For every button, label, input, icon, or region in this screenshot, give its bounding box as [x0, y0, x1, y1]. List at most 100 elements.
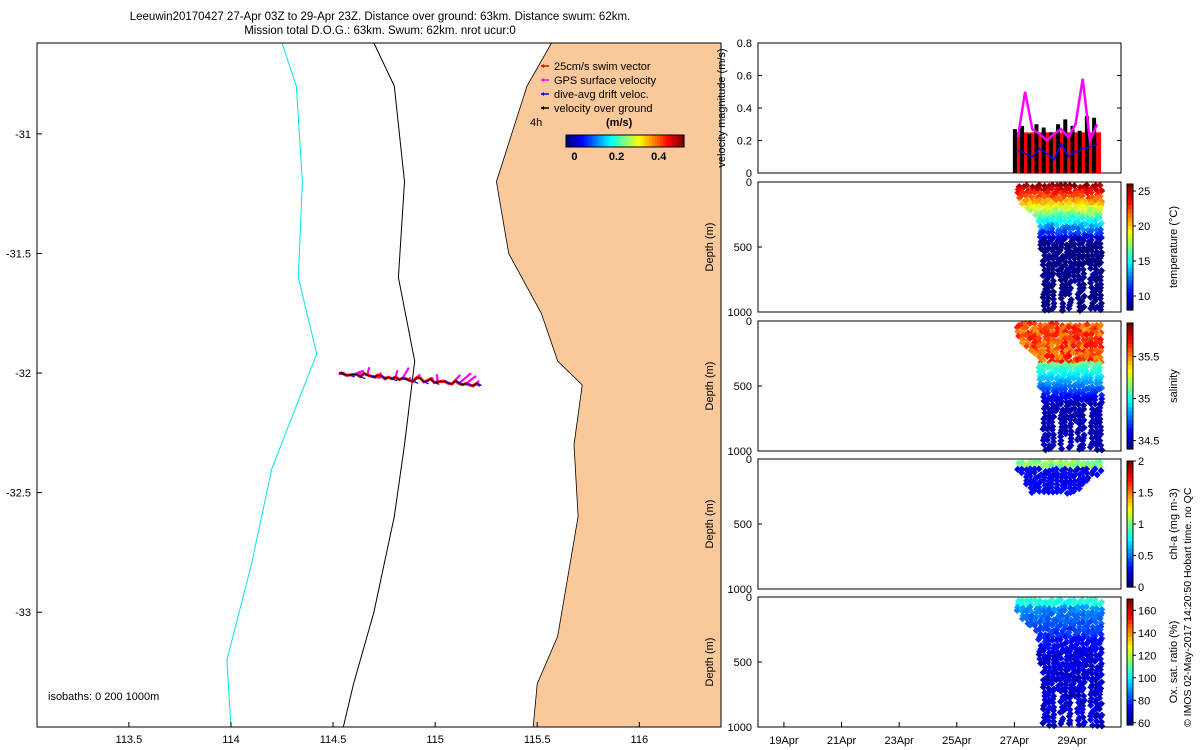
- section-point: [1086, 396, 1095, 404]
- colorbar-cell: [1127, 578, 1133, 584]
- section-point: [1036, 607, 1044, 615]
- section-point: [1091, 290, 1100, 298]
- ground-bar: [1034, 124, 1039, 173]
- section-point: [1044, 643, 1052, 652]
- section-point: [1070, 400, 1078, 408]
- section-point: [1048, 414, 1056, 422]
- colorbar-cell: [1127, 205, 1133, 210]
- section-point: [1097, 645, 1105, 653]
- colorbar-cell: [1127, 599, 1133, 604]
- colorbar-cell: [1127, 255, 1133, 261]
- section-point: [1087, 429, 1095, 437]
- swim-bar: [1065, 132, 1073, 173]
- section-point: [1047, 483, 1056, 491]
- colorbar-cell: [1127, 482, 1133, 487]
- section-point: [1075, 691, 1083, 699]
- section-point: [1092, 243, 1100, 251]
- section-point: [1086, 217, 1095, 225]
- colorbar-cell: [1127, 423, 1133, 429]
- section-point: [1047, 479, 1056, 487]
- section-point: [1053, 339, 1061, 347]
- map-ytick-label: -31.5: [6, 248, 31, 260]
- glider-track: [338, 366, 482, 388]
- map-panel: 113.5 114 114.5 115 115.5 116 -31 -31.5 -32 -32.5…: [6, 42, 722, 746]
- section-point: [1014, 327, 1022, 336]
- colorbar-cell: [601, 135, 605, 147]
- section-point: [1078, 636, 1086, 644]
- section-point: [1069, 349, 1077, 357]
- section-point: [1082, 331, 1090, 339]
- swim-bar: [1086, 132, 1094, 173]
- section-point: [1040, 476, 1048, 484]
- section-point: [1044, 265, 1053, 273]
- drift-vector: [381, 375, 387, 379]
- section-point: [1092, 269, 1100, 277]
- swim-bar: [1058, 132, 1066, 173]
- colorbar-cell: [1127, 352, 1133, 358]
- velocity-ytick-label: 0.6: [737, 71, 752, 83]
- section-point: [1049, 488, 1057, 496]
- section-point: [1066, 218, 1074, 226]
- colorbar-cell: [1127, 666, 1133, 671]
- section-point: [1092, 335, 1100, 343]
- colorbar-cell: [660, 135, 664, 147]
- timeseries-panels: 0 0.2 0.4 0.6 0.8 velocity magnitude (m/s) 0 50…: [704, 38, 1180, 747]
- colorbar-cell: [1127, 645, 1133, 650]
- colorbar-cell: [604, 135, 608, 147]
- section-point: [1074, 229, 1082, 237]
- gps-vector: [465, 375, 477, 385]
- section-point: [1061, 378, 1069, 386]
- colorbar-cell: [619, 135, 623, 147]
- section-point: [1039, 356, 1047, 364]
- colorbar-cell: [1127, 607, 1133, 613]
- section-point: [1078, 708, 1086, 716]
- section-point: [1053, 325, 1061, 333]
- drift-vector: [455, 380, 461, 384]
- section-point: [1040, 415, 1048, 423]
- section-point: [1043, 436, 1051, 444]
- section-point: [1087, 360, 1095, 368]
- section-point: [1048, 353, 1056, 361]
- map-ytick-label: -32: [15, 368, 31, 380]
- section-point: [1044, 239, 1052, 247]
- section-point: [1096, 600, 1104, 608]
- colorbar-cell: [1127, 611, 1133, 617]
- section-point: [1088, 412, 1096, 420]
- section-point: [1022, 596, 1031, 604]
- colorbar-cell: [1127, 390, 1133, 395]
- section-point: [1061, 213, 1069, 222]
- colorbar-cell: [1127, 624, 1133, 629]
- colorbar-cell: [1127, 553, 1133, 559]
- section-point: [1096, 680, 1104, 688]
- swim-bar: [1014, 132, 1022, 173]
- section-point: [1022, 480, 1030, 488]
- ground-bar: [1077, 130, 1082, 173]
- drift-vector: [465, 383, 472, 387]
- section-point: [1087, 462, 1095, 470]
- section-point: [1091, 636, 1099, 644]
- colorbar-label: chl-a (mg m-3): [1168, 488, 1180, 560]
- colorbar-cell: [1127, 628, 1133, 634]
- section-point: [1057, 185, 1065, 193]
- section-point: [1061, 672, 1069, 681]
- colorbar-cell: [1127, 699, 1133, 705]
- section-point: [1087, 378, 1095, 386]
- section-point: [1086, 275, 1094, 283]
- section-point: [1087, 596, 1095, 604]
- section-point: [1093, 471, 1101, 479]
- section-point: [1062, 430, 1070, 438]
- section-point: [1091, 396, 1099, 404]
- section-point: [1044, 658, 1052, 666]
- section-point: [1023, 181, 1031, 189]
- colorbar-cell: [598, 135, 602, 147]
- interval-label: 4h: [530, 117, 542, 129]
- section-point: [1083, 629, 1091, 637]
- colorbar-cell: [1127, 570, 1133, 575]
- colorbar-cell: [586, 135, 591, 147]
- section-point: [1078, 304, 1086, 313]
- section-point: [1043, 396, 1051, 404]
- section-point: [1035, 335, 1043, 343]
- section-point: [1061, 360, 1069, 368]
- section-point: [1073, 330, 1082, 338]
- section-point: [1096, 615, 1104, 623]
